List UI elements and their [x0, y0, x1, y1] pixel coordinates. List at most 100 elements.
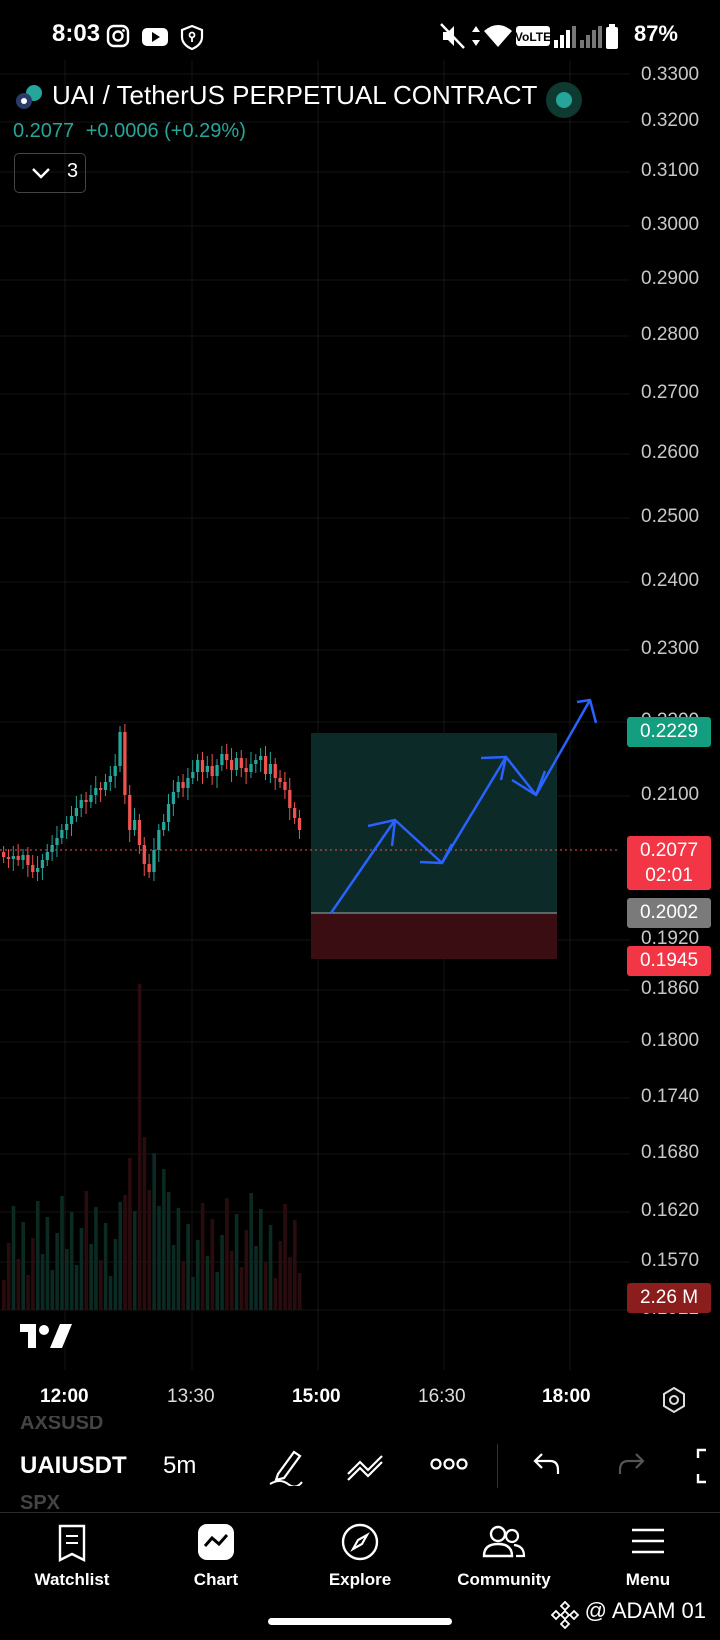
chart-grid	[0, 60, 630, 1370]
candle	[50, 845, 54, 852]
wifi-icon	[484, 25, 512, 47]
volume-bar	[162, 1169, 166, 1310]
candle	[162, 822, 166, 830]
candle	[229, 760, 234, 770]
price-tick-label: 0.2600	[641, 442, 700, 463]
volume-bar	[40, 1254, 45, 1310]
volume-bar	[50, 1270, 55, 1310]
nav-label-watchlist: Watchlist	[34, 1570, 110, 1589]
candle	[108, 776, 112, 782]
volume-bar	[166, 1192, 171, 1310]
price-tick-label: 0.3100	[641, 160, 700, 181]
current-price-value: 0.2077	[639, 840, 699, 861]
compass-icon	[341, 1523, 379, 1561]
draw-pen-icon[interactable]	[268, 1446, 304, 1486]
volume-bar	[249, 1193, 253, 1310]
instagram-icon	[106, 24, 130, 48]
candle	[79, 800, 83, 808]
candle	[205, 766, 209, 772]
loss-zone	[311, 913, 557, 959]
signal-icon-2	[580, 26, 602, 48]
volume-bar	[123, 1195, 127, 1310]
home-indicator[interactable]	[268, 1618, 452, 1625]
candle	[186, 778, 190, 788]
volume-bar	[171, 1245, 176, 1310]
volume-bar	[293, 1220, 297, 1310]
price-tick-label: 0.1860	[641, 978, 700, 999]
redo-icon[interactable]	[616, 1450, 646, 1476]
candle	[84, 800, 88, 802]
volume-bar	[147, 1190, 152, 1310]
candle	[35, 868, 40, 872]
interval-selector[interactable]: 5m	[163, 1452, 197, 1479]
volume-bar	[196, 1240, 200, 1310]
community-icon	[482, 1525, 526, 1558]
candle	[157, 830, 161, 850]
time-label-4: 16:30	[418, 1386, 466, 1407]
price-tick-label: 0.2500	[641, 506, 700, 527]
settings-icon[interactable]	[660, 1386, 688, 1414]
candle	[26, 855, 30, 865]
volume-bar	[152, 1153, 156, 1310]
candle	[152, 850, 156, 872]
price-tick-label: 0.2400	[641, 570, 700, 591]
volume-bar	[176, 1208, 181, 1310]
indicators-toggle-button[interactable]: 3	[14, 153, 86, 193]
prev-symbol[interactable]: AXSUSD	[20, 1416, 104, 1434]
price-line: 0.2077 +0.0006 (+0.29%)	[13, 120, 246, 143]
candle	[171, 792, 176, 804]
time-label-5: 18:00	[542, 1386, 591, 1407]
shield-icon	[180, 24, 204, 51]
symbol-selector[interactable]: UAIUSDT	[20, 1452, 127, 1479]
trend-tools-icon[interactable]	[346, 1450, 386, 1482]
candle	[263, 756, 268, 774]
volume-bars	[2, 984, 302, 1310]
candle	[113, 766, 117, 776]
time-label-2: 13:30	[167, 1386, 215, 1407]
candle	[6, 857, 11, 859]
more-icon[interactable]	[430, 1456, 468, 1472]
data-arrows-icon	[472, 26, 480, 46]
price-chart[interactable]	[0, 60, 720, 1370]
candle	[225, 754, 229, 760]
candle	[210, 766, 214, 776]
candle	[55, 838, 59, 845]
volume-bar	[288, 1257, 292, 1310]
candle	[196, 760, 200, 772]
volume-bar	[157, 1206, 161, 1310]
candle	[293, 808, 297, 818]
nav-label-menu: Menu	[625, 1570, 671, 1589]
chevron-down-icon	[32, 168, 50, 179]
volume-bar	[16, 1259, 21, 1310]
volume-bar	[142, 1137, 147, 1310]
next-symbol[interactable]: SPX	[20, 1492, 61, 1512]
symbol-title[interactable]: UAI / TetherUS PERPETUAL CONTRACT	[52, 80, 538, 110]
volume-bar	[26, 1275, 30, 1310]
candle	[244, 768, 248, 772]
stop-loss-badge: 0.1945	[627, 946, 711, 976]
candles	[2, 724, 302, 881]
candle	[249, 764, 253, 772]
volume-bar	[108, 1276, 113, 1310]
volume-bar	[220, 1235, 224, 1310]
volume-bar	[273, 1278, 278, 1310]
watermark: @ ADAM 01	[584, 1598, 706, 1623]
candle	[283, 782, 287, 790]
volume-bar	[31, 1238, 35, 1310]
bottom-nav: Watchlist Chart Explore Community Menu	[0, 1514, 720, 1640]
candle	[273, 764, 277, 778]
candle	[176, 782, 180, 792]
fullscreen-icon[interactable]	[694, 1448, 720, 1484]
projection-arrows	[329, 698, 598, 914]
chart-toolbar: AXSUSD UAIUSDT SPX 5m	[0, 1416, 720, 1514]
market-status-icon[interactable]	[544, 80, 584, 120]
undo-icon[interactable]	[532, 1450, 562, 1476]
toolbar-divider	[497, 1444, 498, 1488]
price-tick-label: 0.2800	[641, 324, 700, 345]
time-label-1: 12:00	[40, 1386, 89, 1407]
candle	[166, 804, 171, 822]
position-tool	[311, 733, 557, 959]
volte-badge: VoLTE	[515, 26, 551, 46]
candle	[123, 732, 127, 795]
volume-bar	[234, 1214, 239, 1310]
